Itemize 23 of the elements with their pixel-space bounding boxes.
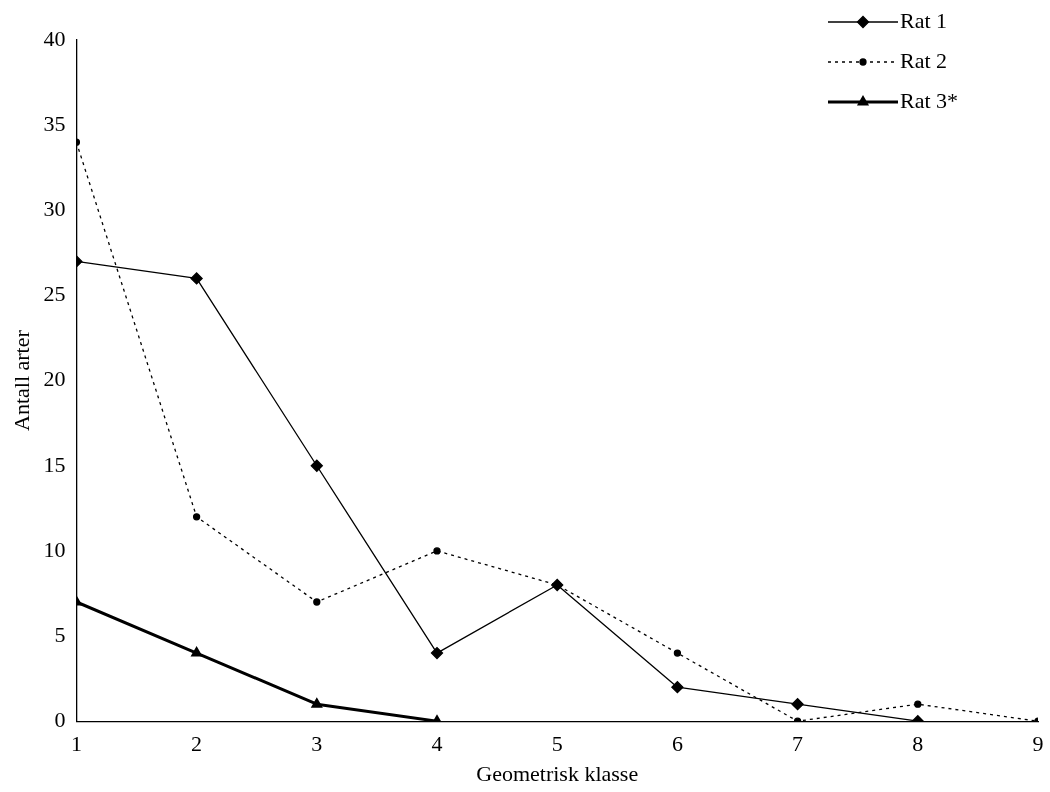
x-tick-label: 7 [792,731,804,757]
y-tick-label: 5 [54,621,66,647]
y-tick-label: 35 [43,110,66,136]
x-tick-label: 9 [1032,731,1044,757]
legend-label: Rat 3* [900,87,959,113]
y-tick-label: 20 [43,366,66,392]
x-tick-label: 3 [311,731,323,757]
legend-label: Rat 2 [900,47,948,73]
y-tick-label: 15 [43,451,66,477]
y-tick-label: 25 [43,281,66,307]
x-tick-label: 8 [912,731,924,757]
y-tick-label: 30 [43,196,66,222]
y-tick-label: 0 [54,706,66,732]
x-tick-label: 6 [671,731,683,757]
y-tick-label: 40 [43,25,66,51]
x-axis-title: Geometrisk klasse [476,760,639,786]
x-tick-label: 4 [431,731,443,757]
x-tick-label: 2 [191,731,203,757]
y-axis-title: Antall arter [8,329,34,431]
legend-label: Rat 1 [900,7,948,33]
x-tick-label: 5 [551,731,563,757]
y-tick-label: 10 [43,536,66,562]
x-tick-label: 1 [70,731,82,757]
